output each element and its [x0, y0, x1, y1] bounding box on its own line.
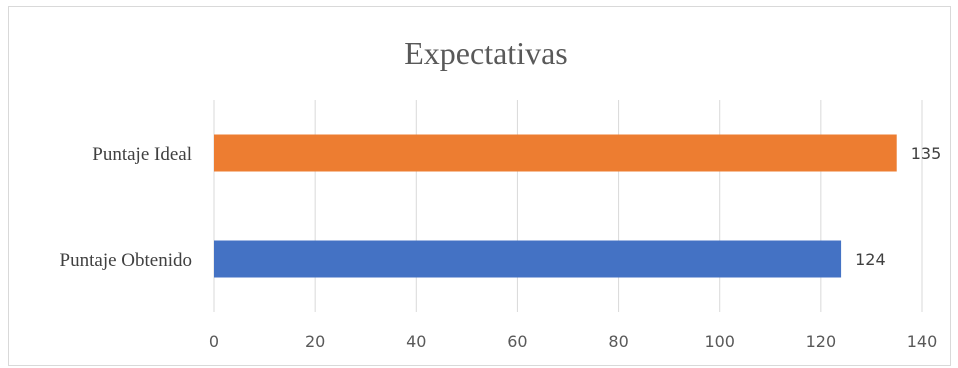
x-tick-label: 120	[806, 332, 837, 351]
data-label: 135	[911, 144, 942, 163]
x-tick-label: 100	[704, 332, 735, 351]
bar-puntaje-ideal	[214, 134, 897, 172]
x-tick-label: 80	[608, 332, 628, 351]
gridlines	[213, 100, 923, 312]
category-label: Puntaje Obtenido	[60, 250, 192, 271]
bars	[214, 134, 897, 278]
data-label: 124	[855, 250, 886, 269]
chart-title: Expectativas	[404, 35, 567, 71]
labels: 0 20 40 60 80 100 120 140 Puntaje Obtenido 124 Pun…	[60, 144, 942, 351]
x-tick-label: 0	[209, 332, 219, 351]
x-tick-label: 40	[406, 332, 426, 351]
x-tick-label: 60	[507, 332, 527, 351]
category-label: Puntaje Ideal	[92, 144, 192, 165]
chart-frame	[8, 6, 951, 366]
x-tick-label: 20	[305, 332, 325, 351]
x-tick-label: 140	[907, 332, 938, 351]
bar-puntaje-obtenido	[214, 240, 842, 278]
